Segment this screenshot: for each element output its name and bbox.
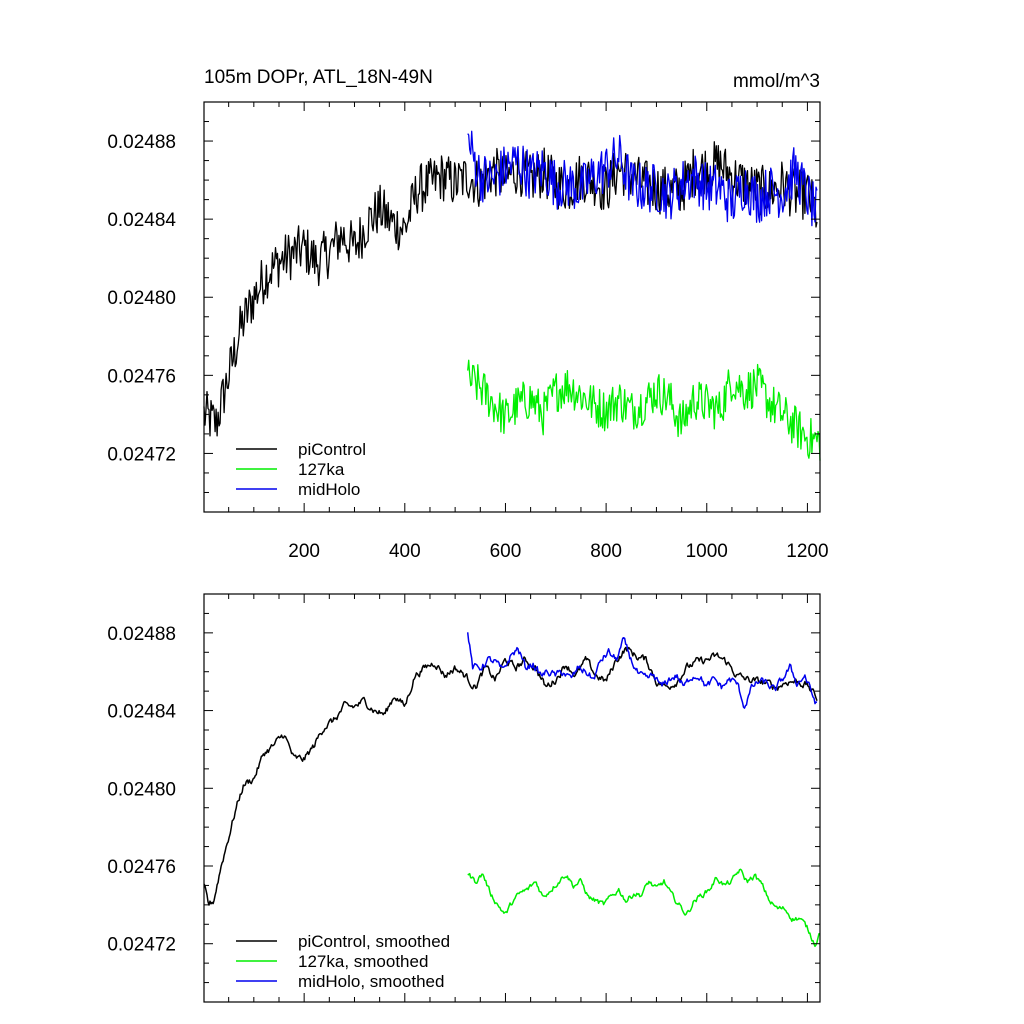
series-layer-top (203, 130, 821, 461)
y-tick-label: 0.02480 (107, 779, 176, 800)
series-line-picontrol (203, 141, 818, 437)
x-tick-label: 800 (590, 541, 622, 562)
y-tick-label: 0.02476 (107, 366, 176, 387)
x-tick-label: 1200 (786, 541, 828, 562)
y-tick-label: 0.02472 (107, 935, 176, 956)
plot-frame (203, 593, 821, 1003)
series-line-midholo-smoothed (466, 632, 818, 709)
series-layer-bottom (203, 632, 821, 948)
y-tick-label: 0.02476 (107, 857, 176, 878)
axes-bottom: 0.02472 0.02476 0.02480 0.02484 0.02488 (107, 593, 821, 1003)
x-tick-label: 200 (288, 541, 320, 562)
plot-frame (203, 101, 821, 513)
legend-label: 127ka (298, 460, 345, 479)
panel-bottom: 0.02472 0.02476 0.02480 0.02484 0.02488 piCo… (107, 593, 821, 1003)
x-tick-label: 400 (389, 541, 421, 562)
series-line-midholo (467, 130, 818, 227)
series-line-127ka (467, 359, 821, 461)
legend-label: piControl, smoothed (298, 932, 450, 951)
units-label: mmol/m^3 (733, 71, 820, 92)
y-tick-label: 0.02472 (107, 444, 176, 465)
series-line-picontrol-smoothed (203, 646, 818, 906)
legend-label: piControl (298, 440, 366, 459)
x-tick-label: 1000 (686, 541, 728, 562)
y-tick-label: 0.02480 (107, 288, 176, 309)
series-line-127ka-smoothed (467, 868, 821, 948)
legend-label: midHolo, smoothed (298, 972, 444, 991)
plot-title: 105m DOPr, ATL_18N-49N (204, 67, 433, 88)
axes-top: 200 400 600 800 1000 1200 0.02472 0.02476 0.0248… (107, 101, 829, 562)
y-tick-label: 0.02488 (107, 624, 176, 645)
legend-label: 127ka, smoothed (298, 952, 428, 971)
x-tick-label: 600 (490, 541, 522, 562)
panel-top: 105m DOPr, ATL_18N-49N mmol/m^3 200 400 60… (107, 67, 828, 562)
y-tick-label: 0.02488 (107, 132, 176, 153)
legend-label: midHolo (298, 480, 360, 499)
y-tick-label: 0.02484 (107, 210, 176, 231)
y-tick-label: 0.02484 (107, 702, 176, 723)
